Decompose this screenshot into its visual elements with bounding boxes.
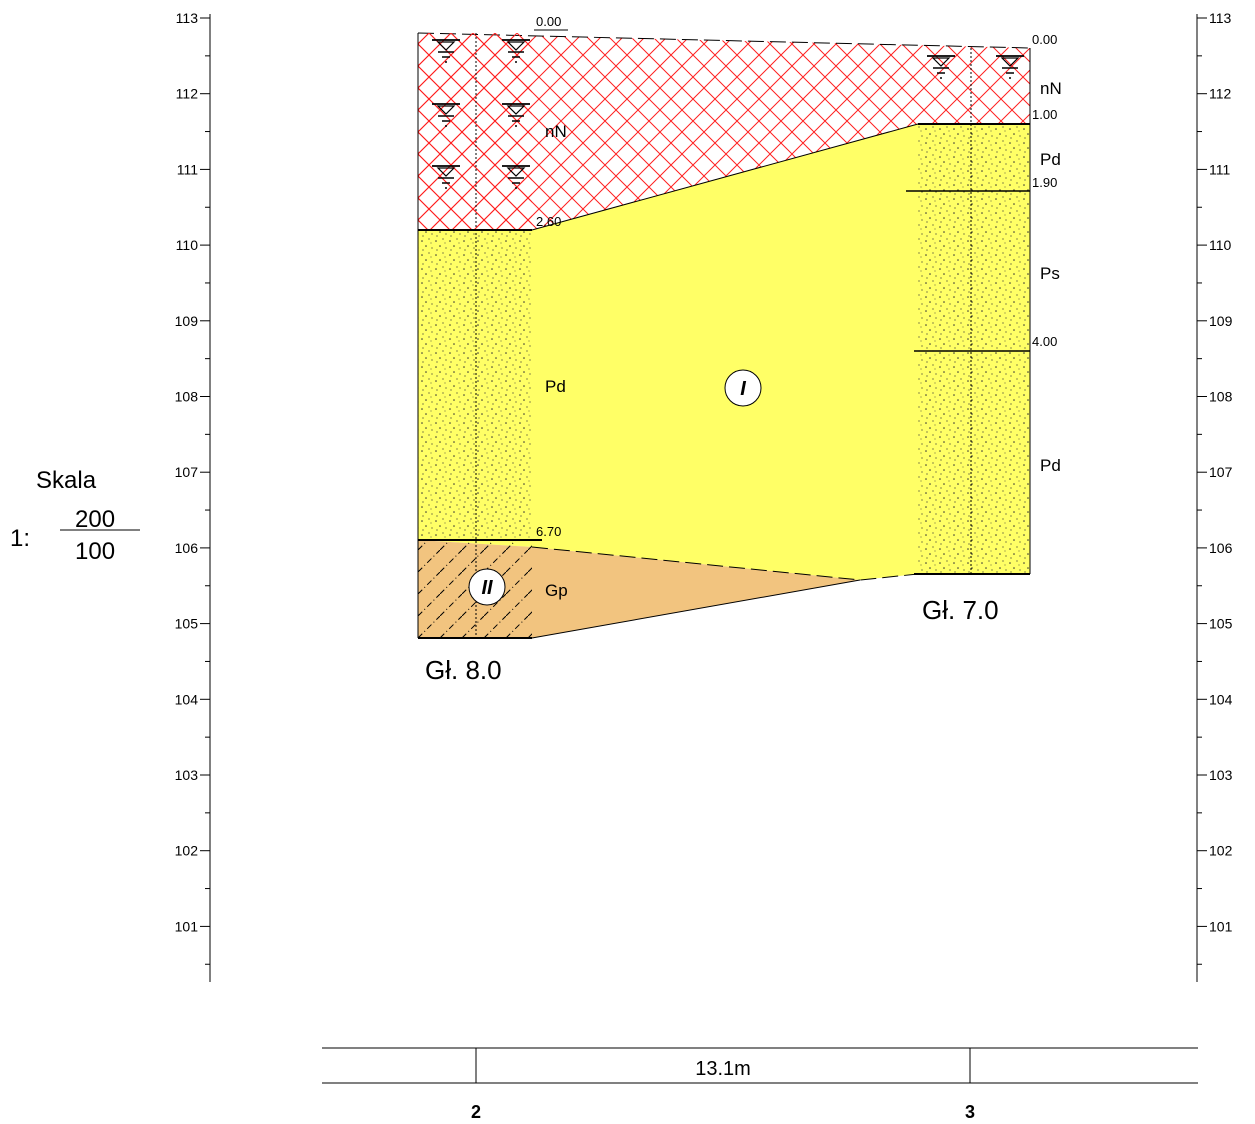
bh2-total-depth: Gł. 8.0 — [425, 655, 502, 685]
right-tick-label: 113 — [1209, 10, 1232, 26]
right-elevation-axis: 113 112 111 110 109 108 107 106 105 104 103 102 101 — [1196, 10, 1233, 982]
fill-sand-boundary — [531, 123, 919, 231]
borehole-3-column — [906, 48, 1031, 575]
bh2-depth-260: 2.60 — [536, 214, 561, 229]
bh3-total-depth: Gł. 7.0 — [922, 595, 999, 625]
bh3-soil-fill: nN — [1040, 79, 1062, 98]
right-tick-label: 106 — [1209, 540, 1233, 556]
bh3-depth-400: 4.00 — [1032, 334, 1057, 349]
bh3-soil-ps: Ps — [1040, 264, 1060, 283]
gravel-bottom-boundary — [531, 579, 861, 639]
left-tick-label: 104 — [175, 691, 199, 707]
scale-indicator: Skala 1: 200 100 — [10, 467, 140, 565]
depth-labels: 0.00 2.60 6.70 0.00 1.00 1.90 4.00 — [534, 14, 1057, 539]
scale-prefix: 1: — [10, 525, 30, 552]
left-tick-label: 102 — [175, 843, 199, 859]
bh3-soil-pd-lower: Pd — [1040, 456, 1061, 475]
left-tick-label: 112 — [176, 86, 199, 102]
soil-labels: nN Pd Gp nN Pd Ps Pd — [545, 79, 1062, 600]
left-tick-label: 103 — [175, 767, 199, 783]
right-tick-label: 105 — [1209, 616, 1233, 632]
fill-layer-hatch — [418, 33, 1030, 230]
left-tick-label: 113 — [176, 10, 199, 26]
left-tick-label: 107 — [175, 464, 199, 480]
distance-label: 13.1m — [695, 1058, 751, 1080]
groundwater-level-icon — [502, 39, 530, 63]
right-tick-label: 101 — [1209, 918, 1233, 934]
right-tick-label: 104 — [1209, 691, 1233, 707]
bh2-number: 2 — [471, 1102, 481, 1122]
bh2-soil-gravel: Gp — [545, 581, 568, 600]
zone-2-label: II — [481, 577, 493, 599]
right-tick-label: 109 — [1209, 313, 1233, 329]
borehole-2-column — [417, 33, 542, 639]
groundwater-level-icon — [432, 165, 460, 189]
bh2-sand-dots — [418, 230, 532, 540]
bh2-depth-670: 6.70 — [536, 524, 561, 539]
scale-title: Skala — [36, 467, 97, 494]
bh2-soil-fill: nN — [545, 122, 567, 141]
left-tick-label: 108 — [175, 389, 199, 405]
left-tick-label: 110 — [176, 237, 199, 253]
groundwater-level-icon — [432, 103, 460, 127]
right-tick-label: 110 — [1209, 237, 1232, 253]
bh2-soil-sand: Pd — [545, 377, 566, 396]
bh2-fill-hatch — [418, 33, 532, 230]
bh3-depth-100: 1.00 — [1032, 107, 1057, 122]
groundwater-level-icon — [432, 39, 460, 63]
bh3-number: 3 — [965, 1102, 975, 1122]
right-tick-label: 103 — [1209, 767, 1233, 783]
left-tick-label: 101 — [175, 918, 199, 934]
bh3-depth-top: 0.00 — [1032, 32, 1057, 47]
bh3-depth-190: 1.90 — [1032, 175, 1057, 190]
left-tick-label: 106 — [175, 540, 199, 556]
zone-marker-1: I — [724, 369, 762, 407]
zone-1-circle — [724, 369, 762, 407]
groundwater-level-icon — [996, 55, 1024, 79]
groundwater-level-icon — [502, 165, 530, 189]
bh3-sand-dots — [918, 124, 1030, 574]
groundwater-level-icon — [927, 55, 955, 79]
bh3-soil-pd-upper: Pd — [1040, 150, 1061, 169]
groundwater-level-icon — [502, 103, 530, 127]
right-tick-label: 108 — [1209, 389, 1233, 405]
groundwater-symbols — [432, 39, 1024, 189]
scale-vertical: 100 — [75, 538, 115, 565]
right-tick-label: 112 — [1209, 86, 1232, 102]
right-tick-label: 102 — [1209, 843, 1233, 859]
left-tick-label: 105 — [175, 616, 199, 632]
zone-2-circle — [468, 568, 506, 606]
right-tick-label: 111 — [1209, 161, 1230, 177]
left-tick-label: 109 — [175, 313, 199, 329]
scale-horizontal: 200 — [75, 506, 115, 533]
zone-1-label: I — [740, 378, 746, 400]
right-tick-label: 107 — [1209, 464, 1233, 480]
zone-marker-2: II — [468, 568, 506, 606]
sand-layer-region — [418, 124, 1030, 580]
bh2-depth-top: 0.00 — [536, 14, 561, 29]
distance-table: 13.1m 2 3 — [322, 1047, 1198, 1122]
left-elevation-axis: 113 112 111 110 109 108 107 106 105 104 103 102 101 — [175, 10, 211, 982]
left-tick-label: 111 — [177, 161, 198, 177]
